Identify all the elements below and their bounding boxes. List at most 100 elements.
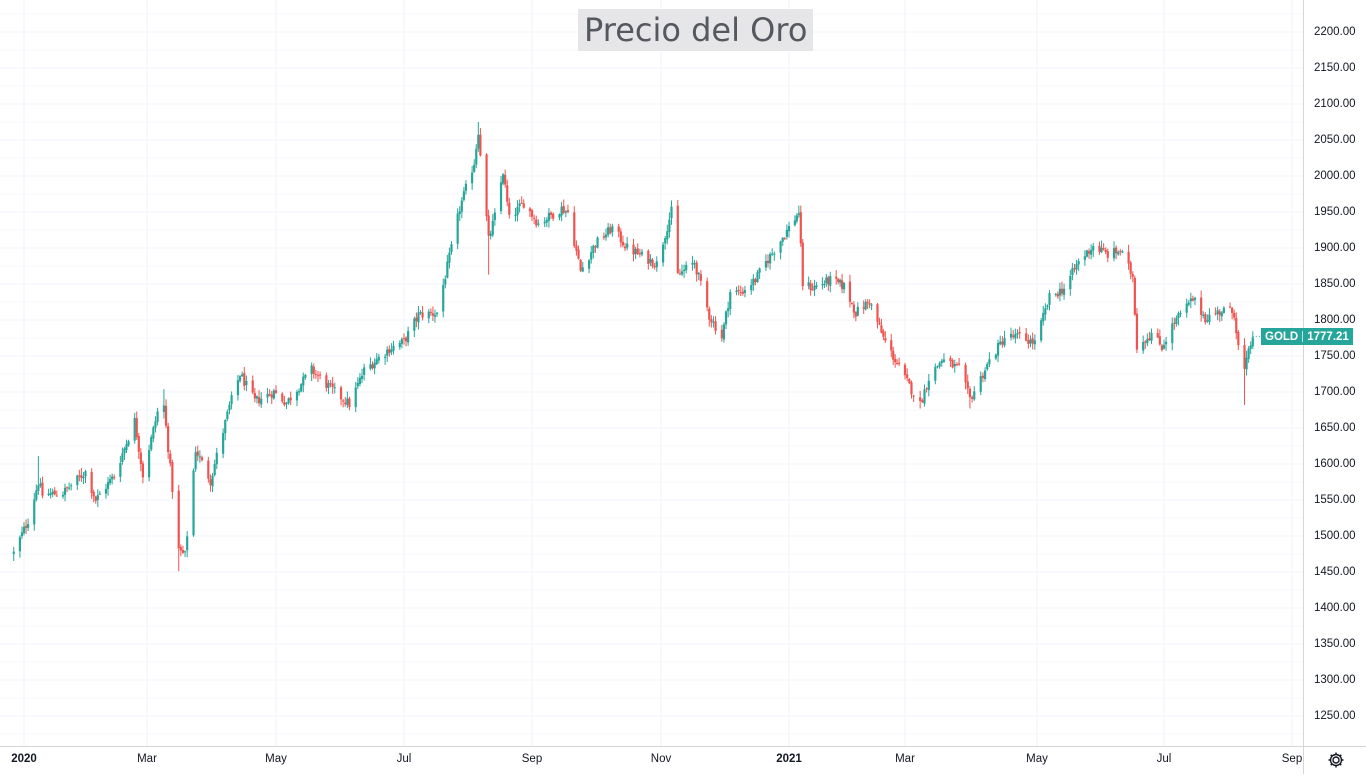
candle-up [558,213,561,221]
candle-up [856,302,859,317]
candle-up [994,353,997,361]
candle-body [331,383,334,387]
candle-body [493,212,496,221]
candle-up [186,530,189,558]
candle-down [209,474,212,492]
candle-up [722,322,726,343]
candle-body [1044,308,1047,315]
candle-body [1133,277,1136,315]
candle-up [1054,293,1057,297]
price-axis[interactable]: 2200.00 2150.00 2100.00 2050.00 2000.00 1950.… [1303,0,1366,746]
candle-body [835,276,838,279]
candle-body [896,362,899,364]
candlestick-chart[interactable] [0,0,1303,746]
candle-body [1216,310,1219,315]
candle-body [121,453,124,463]
candle-body [501,174,505,184]
candle-body [908,379,911,384]
candle-body [953,363,956,367]
candle-down [579,259,582,273]
candle-up [787,221,791,238]
candle-body [1171,323,1174,344]
candle-up [266,387,269,404]
chart-plot-area[interactable]: Precio del Oro [0,0,1303,746]
candle-up [626,236,629,251]
candle-body [1146,339,1149,344]
candle-up [590,245,593,264]
candle-body [257,397,261,404]
candle-up [473,159,476,173]
candle-down [678,268,681,275]
candle-down [951,358,954,369]
candle-up [148,444,151,482]
candle-up [222,428,225,459]
candle-body [363,367,366,375]
candle-body [33,499,36,525]
candle-body [274,390,278,393]
candle-body [473,164,476,172]
candle-body [562,206,565,213]
candle-body [289,397,292,401]
candle-body [623,246,627,249]
candle-down [207,456,210,483]
candle-up [979,371,982,396]
candle-body [1173,322,1176,324]
candle-body [1046,305,1049,308]
candle-down [65,486,69,493]
candle-up [198,450,201,463]
candle-down [783,237,786,240]
candle-body [196,451,199,456]
candle-body [135,418,138,438]
time-axis[interactable]: 2020 Mar May Jul Sep Nov 2021 Mar May Jul Sep [0,746,1303,775]
candle-body [80,475,83,478]
candle-up [433,309,437,323]
candle-up [104,483,108,499]
candle-down [706,277,709,312]
candle-up [384,353,387,365]
candle-up [1247,346,1250,363]
candle-body [640,251,644,255]
candle-body [1016,333,1019,335]
candle-up [106,476,110,496]
candle-down [602,232,606,240]
candle-down [882,328,885,341]
candle-body [356,382,359,387]
candle-body [111,476,114,480]
settings-corner [1303,746,1366,774]
candle-body [894,358,897,363]
candle-up [413,316,416,338]
candle-up [1071,262,1074,281]
candle-body [1135,313,1139,350]
candle-down [1235,312,1238,340]
candle-up [934,363,937,385]
candle-down [135,411,138,440]
gear-icon[interactable] [1326,750,1346,770]
candle-up [680,264,684,277]
candle-down [90,468,93,499]
time-tick-label: Nov [650,753,672,765]
candle-down [253,387,256,403]
candle-up [1077,258,1080,271]
candle-up [119,455,122,483]
candle-body [543,221,546,224]
candle-body [619,231,622,243]
candle-up [76,474,79,490]
candle-body [192,470,195,536]
candle-body [327,383,330,388]
candle-body [415,317,418,321]
candle-down [1218,308,1221,322]
candle-body [458,211,461,215]
candle-up [377,353,380,364]
candle-body [787,226,791,232]
candle-up [127,439,130,447]
candle-up [518,199,521,213]
candle-up [150,434,153,452]
candle-body [884,337,887,341]
candle-up [1142,335,1145,354]
candle-body [429,311,432,313]
candle-down [1135,308,1139,354]
candle-body [966,381,969,389]
candle-body [577,249,580,259]
candle-up [375,353,378,365]
candle-body [82,476,85,478]
